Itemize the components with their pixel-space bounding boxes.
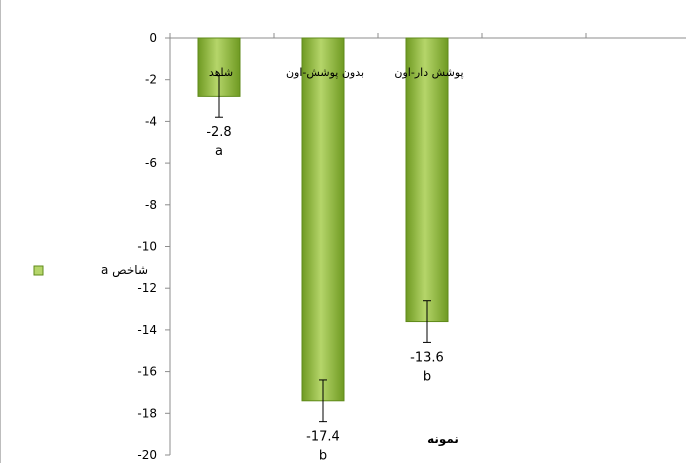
y-tick-label: -20 (137, 448, 157, 462)
y-tick-label: 0 (149, 31, 157, 45)
category-label: پوشش دار-اون (394, 66, 463, 79)
x-axis-title: نمونه (427, 432, 459, 447)
category-labels: شاهد بدون پوشش-اون پوشش دار-اون (209, 66, 464, 79)
legend: شاخص a (33, 263, 148, 278)
y-tick-label: -16 (137, 365, 157, 379)
data-label: -17.4 (306, 430, 340, 445)
data-label: -13.6 (410, 350, 444, 365)
bar (405, 37, 449, 323)
category-label: بدون پوشش-اون (286, 66, 364, 79)
y-tick-label: -2 (145, 73, 157, 87)
legend-swatch (33, 265, 44, 276)
category-label: شاهد (209, 66, 233, 79)
data-labels: -2.8 a -17.4 b -13.6 b (206, 125, 444, 463)
error-bars (215, 75, 431, 423)
y-tick-label: -18 (137, 406, 157, 420)
legend-label: شاخص a (101, 263, 148, 278)
bar (197, 37, 241, 97)
y-tick-label: -8 (145, 198, 157, 212)
bar (301, 37, 345, 402)
y-tick-label: -14 (137, 323, 157, 337)
y-tick-label: -6 (145, 156, 157, 170)
y-tick-label: -12 (137, 281, 157, 295)
y-tick-label: -10 (137, 240, 157, 254)
group-letter: b (319, 449, 327, 463)
group-letter: b (423, 369, 431, 384)
y-axis: 0 -2 -4 -6 -8 -10 -12 -14 -16 -18 -20 (137, 31, 686, 462)
bars (197, 37, 449, 402)
data-label: -2.8 (206, 125, 231, 140)
group-letter: a (215, 144, 223, 159)
y-tick-label: -4 (145, 114, 157, 128)
